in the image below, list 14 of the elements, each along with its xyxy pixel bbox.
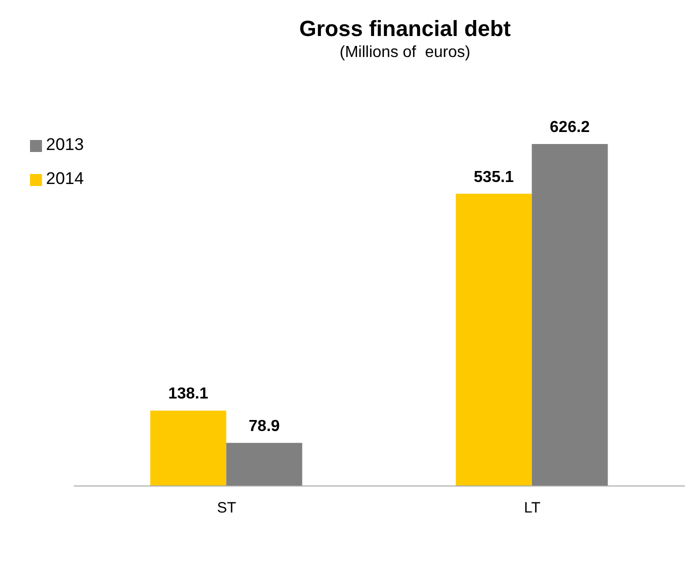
- x-tick-label: ST: [217, 500, 236, 517]
- data-label: 138.1: [168, 386, 208, 403]
- legend-label: 2014: [46, 169, 84, 188]
- data-label: 78.9: [248, 418, 280, 435]
- x-tick-label: LT: [524, 500, 540, 517]
- legend-label: 2013: [46, 135, 84, 154]
- chart-title: Gross financial debt: [298, 16, 512, 42]
- data-label: 626.2: [550, 119, 590, 136]
- bar: [532, 144, 608, 486]
- chart-subtitle: (Millions of euros): [338, 44, 472, 62]
- bar: [150, 410, 226, 486]
- bar: [456, 194, 532, 486]
- bar: [226, 442, 302, 486]
- data-label: 535.1: [474, 168, 514, 186]
